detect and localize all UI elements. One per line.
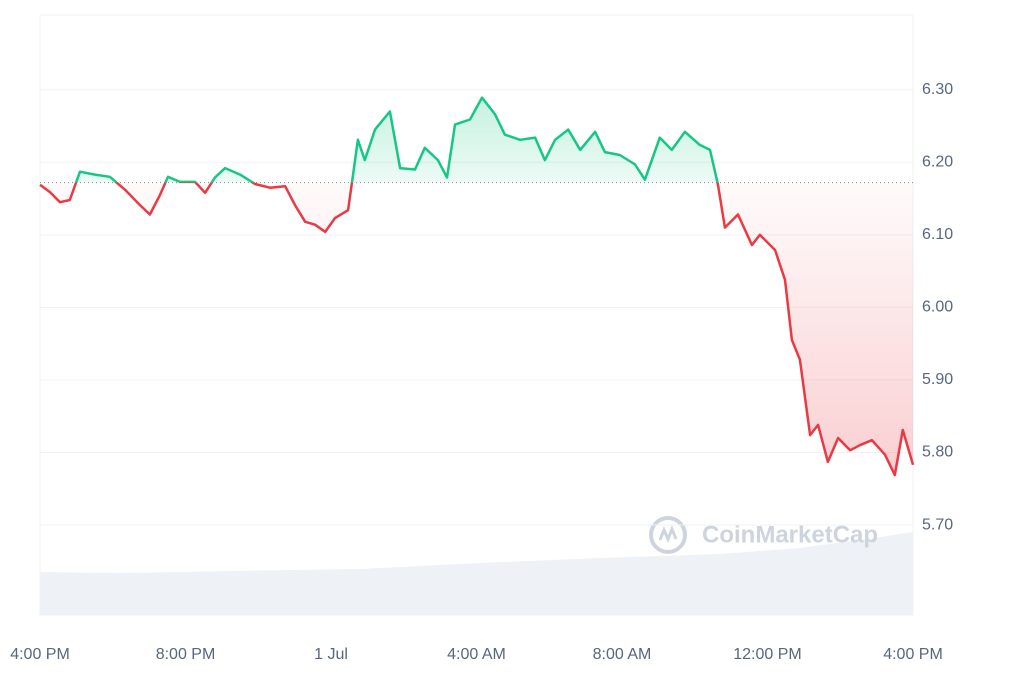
watermark: CoinMarketCap: [702, 521, 878, 548]
y-tick-label: 6.30: [922, 81, 953, 98]
y-tick-label: 6.20: [922, 153, 953, 170]
x-tick-label: 12:00 PM: [733, 646, 801, 663]
x-tick-label: 4:00 AM: [447, 646, 506, 663]
x-tick-label: 1 Jul: [314, 646, 348, 663]
price-line: [39, 96, 915, 477]
y-tick-label: 6.10: [922, 226, 953, 243]
y-tick-label: 6.00: [922, 299, 953, 316]
x-tick-label: 8:00 PM: [156, 646, 216, 663]
y-tick-label: 5.80: [922, 444, 953, 461]
x-tick-label: 8:00 AM: [593, 646, 652, 663]
y-tick-label: 5.90: [922, 371, 953, 388]
watermark-logo: [649, 516, 687, 554]
volume-area: [40, 532, 913, 615]
area-fill: [40, 97, 913, 475]
x-tick-label: 4:00 PM: [883, 646, 943, 663]
y-tick-label: 5.70: [922, 516, 953, 533]
x-tick-label: 4:00 PM: [10, 646, 70, 663]
